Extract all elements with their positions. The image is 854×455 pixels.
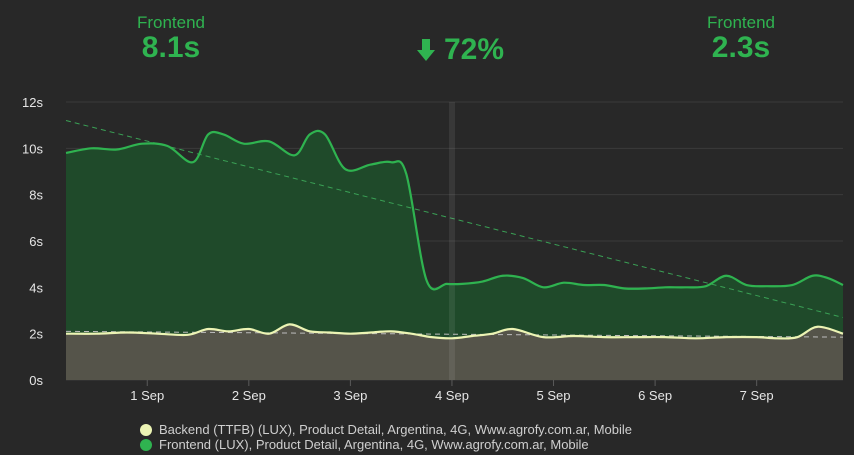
x-axis-ticks: 1 Sep 2 Sep 3 Sep 4 Sep 5 Sep 6 Sep 7 Sep (130, 380, 774, 403)
stat-left-label: Frontend (136, 13, 206, 32)
series-area-0 (66, 130, 843, 380)
highlight (448, 102, 455, 380)
x-tick-label: 7 Sep (740, 388, 774, 403)
y-tick-label: 0s (29, 373, 43, 388)
x-tick-label: 3 Sep (333, 388, 367, 403)
stat-right-label: Frontend (706, 13, 776, 32)
y-tick-label: 12s (22, 95, 43, 110)
legend: Backend (TTFB) (LUX), Product Detail, Ar… (140, 422, 632, 452)
legend-dot-icon (140, 423, 152, 436)
stat-left: Frontend 8.1s (110, 14, 232, 64)
x-tick-label: 6 Sep (638, 388, 672, 403)
stat-left-value: 8.1s (141, 31, 201, 64)
x-tick-label: 5 Sep (537, 388, 571, 403)
series-lines (65, 129, 844, 340)
legend-label-backend: Backend (TTFB) (LUX), Product Detail, Ar… (159, 422, 632, 437)
legend-dot-icon (140, 438, 152, 451)
series-line-0 (65, 129, 844, 291)
y-axis-ticks: 0s 2s 4s 6s 8s 10s 12s (22, 95, 43, 388)
trendline-0 (65, 120, 844, 318)
highlight-band (448, 102, 455, 380)
y-tick-label: 6s (29, 234, 43, 249)
series-area-1 (66, 324, 843, 380)
x-tick-label: 4 Sep (435, 388, 469, 403)
area-chart: 0s 2s 4s 6s 8s 10s 12s 1 Sep 2 Sep 3 Sep 4 Sep 5 S… (22, 95, 844, 403)
series-areas (66, 130, 843, 380)
y-tick-label: 2s (29, 327, 43, 342)
x-tick-label: 1 Sep (130, 388, 164, 403)
stat-right: Frontend 2.3s (680, 14, 802, 64)
arrow-down-icon (416, 39, 435, 61)
legend-item-backend[interactable]: Backend (TTFB) (LUX), Product Detail, Ar… (140, 422, 632, 437)
legend-label-frontend: Frontend (LUX), Product Detail, Argentin… (159, 437, 589, 452)
y-tick-label: 4s (29, 280, 43, 295)
legend-item-frontend[interactable]: Frontend (LUX), Product Detail, Argentin… (140, 437, 632, 452)
stat-change: 72% (380, 34, 540, 67)
stat-change-value: 72% (443, 33, 505, 66)
stat-right-value: 2.3s (711, 31, 771, 64)
y-tick-label: 8s (29, 188, 43, 203)
y-tick-label: 10s (22, 141, 43, 156)
x-tick-label: 2 Sep (232, 388, 266, 403)
